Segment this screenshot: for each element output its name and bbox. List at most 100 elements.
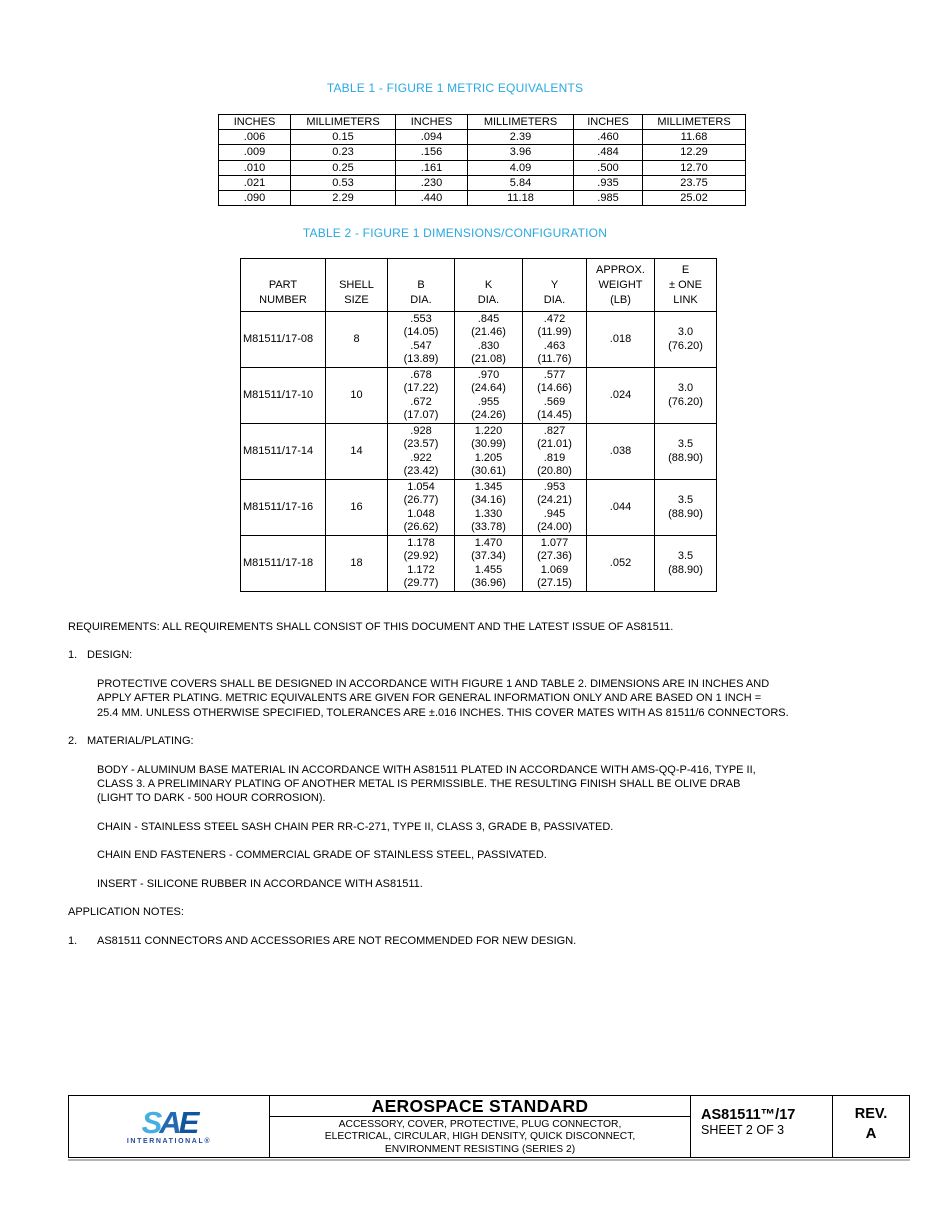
table-cell: M81511/17-14 [240, 423, 326, 480]
text-line: 25.4 MM. UNLESS OTHERWISE SPECIFIED, TOL… [97, 706, 789, 719]
column-header: MILLIMETERS [467, 113, 574, 131]
table-cell: .006 [218, 129, 291, 146]
section-1-paragraph: PROTECTIVE COVERS SHALL BE DESIGNED IN A… [97, 677, 910, 720]
table1-metric-equivalents: INCHES MILLIMETERS INCHES MILLIMETERS INCHES… [218, 113, 746, 207]
table-cell: .845 (21.46) .830 (21.08) [454, 311, 523, 368]
header-row: PART NUMBER SHELL SIZE B DIA. K DIA. Y DIA. APPROX… [240, 258, 717, 312]
table-cell: 0.53 [290, 174, 396, 191]
table-cell: 3.5 (88.90) [654, 423, 717, 480]
sae-logo-letter-e: E [178, 1104, 200, 1140]
requirements-statement: REQUIREMENTS: ALL REQUIREMENTS SHALL CON… [68, 621, 674, 633]
table1-title: TABLE 1 - FIGURE 1 METRIC EQUIVALENTS [326, 81, 584, 95]
table2-dimensions-configuration: PART NUMBER SHELL SIZE B DIA. K DIA. Y DIA. APPROX… [240, 258, 717, 592]
table-cell: 3.5 (88.90) [654, 479, 717, 536]
table-cell: M81511/17-18 [240, 535, 326, 592]
table-cell: 23.75 [642, 174, 746, 191]
table-cell: 1.178 (29.92) 1.172 (29.77) [387, 535, 455, 592]
table-cell: 0.15 [290, 129, 396, 146]
section-2-body-paragraph: BODY - ALUMINUM BASE MATERIAL IN ACCORDA… [97, 763, 910, 806]
table-cell: 5.84 [467, 174, 574, 191]
table-cell: .827 (21.01) .819 (20.80) [522, 423, 587, 480]
section-2-number: 2. [68, 735, 78, 748]
table-cell: 8 [325, 311, 388, 368]
table-cell: .472 (11.99) .463 (11.76) [522, 311, 587, 368]
section-2-title: MATERIAL/PLATING: [87, 735, 194, 748]
footer-shadow-rule [68, 1158, 910, 1161]
table-cell: .156 [395, 144, 468, 161]
sheet-number: SHEET 2 OF 3 [701, 1123, 785, 1137]
table-cell: 12.70 [642, 159, 746, 176]
column-header: INCHES [573, 113, 643, 131]
table-row: M81511/17-14 14.928 (23.57) .922 (23.42) 1.22… [240, 423, 717, 480]
table-cell: 3.5 (88.90) [654, 535, 717, 592]
table-row: .090 2.29.440 11.18.985 25.02 [218, 189, 746, 207]
table-cell: 1.345 (34.16) 1.330 (33.78) [454, 479, 523, 536]
table-cell: .678 (17.22) .672 (17.07) [387, 367, 455, 424]
revision-label: REV. [854, 1106, 888, 1122]
table-cell: 18 [325, 535, 388, 592]
section-2-insert-paragraph: INSERT - SILICONE RUBBER IN ACCORDANCE W… [97, 877, 423, 890]
application-note-1-text: AS81511 CONNECTORS AND ACCESSORIES ARE N… [97, 934, 577, 947]
table-cell: 2.39 [467, 129, 574, 146]
table-cell: 11.68 [642, 129, 746, 146]
table-cell: .577 (14.66) .569 (14.45) [522, 367, 587, 424]
section-1-number: 1. [68, 649, 78, 662]
table-cell: .052 [586, 535, 655, 592]
section-1-title: DESIGN: [87, 649, 133, 662]
table-cell: 2.29 [290, 189, 396, 207]
aerospace-standard-title: AEROSPACE STANDARD [270, 1096, 690, 1117]
table-cell: 25.02 [642, 189, 746, 207]
table-cell: M81511/17-10 [240, 367, 326, 424]
table-cell: .161 [395, 159, 468, 176]
table-cell: 3.0 (76.20) [654, 311, 717, 368]
sae-logo-cell: SAE INTERNATIONAL® [69, 1096, 270, 1157]
column-header: PART NUMBER [240, 258, 326, 312]
table-cell: .230 [395, 174, 468, 191]
standard-title-cell: AEROSPACE STANDARD ACCESSORY, COVER, PRO… [270, 1096, 691, 1157]
text-line: BODY - ALUMINUM BASE MATERIAL IN ACCORDA… [97, 763, 756, 776]
table-cell: 16 [325, 479, 388, 536]
table-cell: .024 [586, 367, 655, 424]
column-header: SHELL SIZE [325, 258, 388, 312]
application-note-1-number: 1. [68, 934, 78, 947]
table-cell: .010 [218, 159, 291, 176]
table-cell: 3.0 (76.20) [654, 367, 717, 424]
table-cell: .484 [573, 144, 643, 161]
table-cell: .440 [395, 189, 468, 207]
sae-logo-letter-a: A [159, 1104, 181, 1140]
table-cell: 1.220 (30.99) 1.205 (30.61) [454, 423, 523, 480]
table-row: .009 0.23.156 3.96.484 12.29 [218, 144, 746, 161]
sae-logo-icon: SAE [142, 1107, 200, 1138]
table-cell: .044 [586, 479, 655, 536]
text-line: ACCESSORY, COVER, PROTECTIVE, PLUG CONNE… [338, 1119, 622, 1130]
text-line: APPLY AFTER PLATING. METRIC EQUIVALENTS … [97, 692, 762, 705]
text-line: CLASS 3. A PRELIMINARY PLATING OF ANOTHE… [97, 777, 741, 790]
table-cell: 3.96 [467, 144, 574, 161]
table-cell: 4.09 [467, 159, 574, 176]
table-row: M81511/17-18 18 1.178 (29.92) 1.172 (29.77) 1.… [240, 535, 717, 592]
table-cell: .935 [573, 174, 643, 191]
column-header: E ± ONE LINK [654, 258, 717, 312]
sae-international-label: INTERNATIONAL® [126, 1137, 212, 1145]
text-line: PROTECTIVE COVERS SHALL BE DESIGNED IN A… [97, 677, 770, 690]
text-line: (LIGHT TO DARK - 500 HOUR CORROSION). [97, 792, 326, 805]
table2-title: TABLE 2 - FIGURE 1 DIMENSIONS/CONFIGURAT… [302, 226, 608, 240]
requirements-section: REQUIREMENTS: ALL REQUIREMENTS SHALL CON… [68, 620, 910, 948]
table-cell: 10 [325, 367, 388, 424]
section-2-chain-end-paragraph: CHAIN END FASTENERS - COMMERCIAL GRADE O… [97, 849, 547, 862]
table-cell: 1.054 (26.77) 1.048 (26.62) [387, 479, 455, 536]
section-2-heading: 2. MATERIAL/PLATING: [68, 734, 910, 748]
table-row: .021 0.53.230 5.84.935 23.75 [218, 174, 746, 191]
table-cell: .928 (23.57) .922 (23.42) [387, 423, 455, 480]
column-header: MILLIMETERS [290, 113, 396, 131]
table-cell: .009 [218, 144, 291, 161]
standard-subtitle: ACCESSORY, COVER, PROTECTIVE, PLUG CONNE… [270, 1117, 690, 1156]
table-cell: 0.25 [290, 159, 396, 176]
revision-cell: REV. A [833, 1096, 909, 1157]
document-number: AS81511™/17 [701, 1107, 796, 1123]
table-row: M81511/17-10 10.678 (17.22) .672 (17.07) .970… [240, 367, 717, 424]
column-header: INCHES [218, 113, 291, 131]
table-cell: .500 [573, 159, 643, 176]
table-cell: .460 [573, 129, 643, 146]
